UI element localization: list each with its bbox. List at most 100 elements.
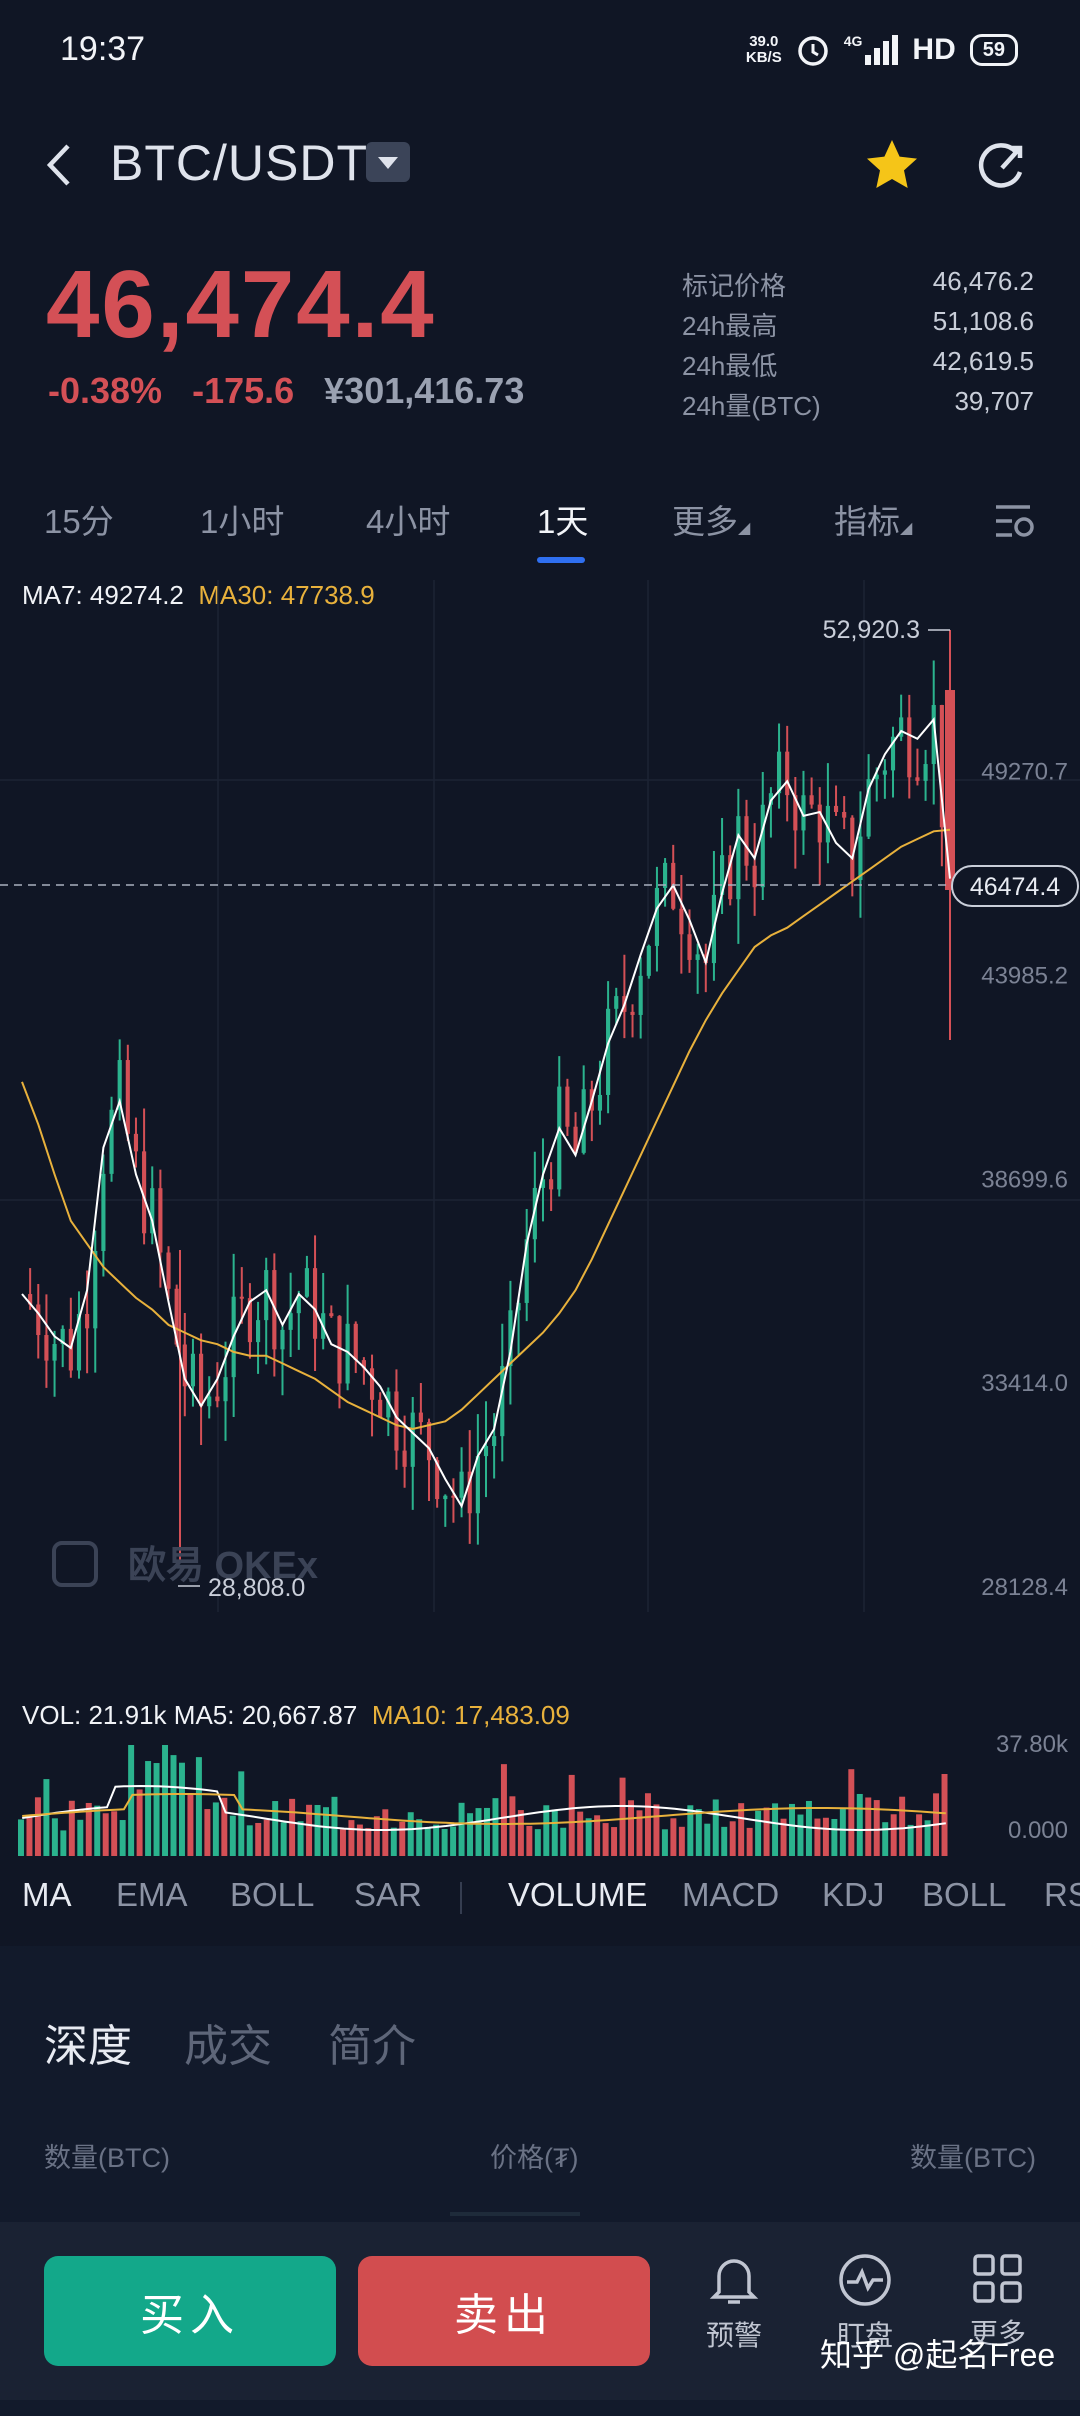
pair-title[interactable]: BTC/USDT: [110, 135, 368, 191]
volume-chart[interactable]: 37.80k 0.000: [0, 1730, 1080, 1862]
status-bar: 19:37 39.0 KB/S 4G HD 59: [0, 0, 1080, 110]
volume-bar: [636, 1810, 643, 1856]
more-button[interactable]: 更多: [948, 2252, 1048, 2352]
indicator-boll-sub[interactable]: BOLL: [922, 1876, 1007, 1913]
volume-bar: [492, 1798, 499, 1856]
volume-bar: [500, 1764, 507, 1856]
volume-bar: [339, 1829, 346, 1856]
tab-depth[interactable]: 深度: [44, 2022, 132, 2071]
pair-dropdown-button[interactable]: [366, 142, 410, 182]
candle-body: [142, 1151, 147, 1234]
volume-bar: [568, 1774, 575, 1856]
candle-body: [540, 1179, 546, 1188]
tab-trades[interactable]: 成交: [184, 2022, 272, 2071]
volume-bar: [611, 1827, 618, 1856]
volume-bar: [653, 1804, 660, 1856]
candle-body: [492, 1436, 497, 1447]
stat-row: 24h最低 42,619.5: [682, 346, 1034, 381]
price-axis: 49270.7 43985.2 38699.6 33414.0 28128.4: [981, 759, 1068, 1601]
volume-bar: [119, 1820, 126, 1856]
chart-settings-icon[interactable]: [994, 501, 1038, 541]
volume-bar: [195, 1757, 202, 1856]
candle-body: [361, 1360, 366, 1369]
volume-bar: [399, 1821, 406, 1856]
volume-bar: [424, 1828, 431, 1856]
candle-body: [549, 1179, 554, 1190]
candle-body: [207, 1396, 212, 1407]
candle-body: [36, 1304, 41, 1336]
candle-body: [500, 1366, 505, 1437]
candles: [28, 630, 955, 1560]
volume-bar: [560, 1827, 567, 1856]
sell-button[interactable]: 卖出: [358, 2256, 650, 2366]
indicator-ma[interactable]: MA: [22, 1876, 72, 1913]
tab-intro[interactable]: 简介: [328, 2022, 416, 2071]
buy-button[interactable]: 买入: [44, 2256, 336, 2366]
candle-body: [402, 1450, 407, 1467]
col-qty-right: 数量(BTC): [910, 2143, 1036, 2173]
candle-body: [945, 690, 955, 890]
volume-bar: [475, 1808, 482, 1856]
indicator-macd[interactable]: MACD: [682, 1876, 780, 1913]
volume-bar: [272, 1801, 279, 1856]
cny-price: ¥301,416.73: [324, 370, 525, 411]
volume-bar: [551, 1809, 558, 1856]
indicator-rsi[interactable]: RS: [1044, 1876, 1080, 1913]
tab-1d[interactable]: 1天: [537, 503, 589, 540]
candle-body: [166, 1252, 171, 1289]
share-icon[interactable]: [972, 136, 1032, 196]
volume-bar: [789, 1803, 795, 1856]
candle-body: [101, 1173, 106, 1252]
volume-bar: [450, 1826, 457, 1856]
volume-bar: [543, 1805, 550, 1856]
vol-ma10-line: [22, 1793, 946, 1825]
candle-body: [280, 1329, 285, 1350]
candle-body: [785, 751, 790, 796]
volume-bar: [34, 1797, 41, 1856]
price-axis-label: 49270.7: [981, 759, 1068, 786]
volume-bar: [43, 1779, 50, 1856]
tab-indicators[interactable]: 指标◢: [834, 503, 913, 540]
candle-body: [687, 934, 692, 960]
battery-icon: 59: [969, 34, 1018, 66]
indicator-volume[interactable]: VOLUME: [508, 1876, 648, 1913]
price-axis-label: 38699.6: [981, 1166, 1068, 1193]
change-row: -0.38% -175.6 ¥301,416.73: [48, 370, 524, 412]
volume-bar: [178, 1762, 185, 1856]
tab-4h[interactable]: 4小时: [366, 503, 451, 540]
low-marker-text: 28,808.0: [208, 1574, 305, 1602]
network-speed: 39.0 KB/S: [745, 33, 782, 66]
indicator-kdj[interactable]: KDJ: [822, 1876, 885, 1913]
indicator-boll[interactable]: BOLL: [230, 1876, 315, 1913]
tab-15m[interactable]: 15分: [44, 503, 114, 540]
back-arrow-icon[interactable]: [40, 142, 80, 188]
volume-bar: [712, 1799, 719, 1856]
vol-ma10-value: MA10: 17,483.09: [371, 1700, 570, 1730]
market-watch-button[interactable]: 盯盘: [815, 2252, 915, 2354]
ma30-line: [21, 828, 951, 1431]
tab-1h[interactable]: 1小时: [200, 503, 285, 540]
volume-bar: [924, 1820, 931, 1856]
candle-body: [418, 1412, 423, 1423]
star-icon[interactable]: [862, 136, 922, 192]
vol-axis-top: 37.80k: [996, 1731, 1069, 1758]
header: BTC/USDT: [0, 120, 1080, 210]
volume-bar: [407, 1812, 414, 1856]
indicator-ema[interactable]: EMA: [116, 1876, 188, 1913]
candle-body: [850, 817, 855, 881]
indicator-sar[interactable]: SAR: [354, 1876, 422, 1913]
candle-body: [915, 777, 920, 781]
candle-body: [44, 1335, 49, 1361]
last-price: 46,474.4: [46, 251, 436, 358]
candle-body: [345, 1323, 350, 1384]
price-chart[interactable]: 49270.7 43985.2 38699.6 33414.0 28128.4 4647…: [0, 565, 1080, 1615]
candle-body: [606, 1008, 611, 1095]
candle-body: [443, 1495, 448, 1500]
tab-more[interactable]: 更多◢: [672, 503, 751, 540]
volume-bar: [619, 1777, 626, 1856]
volume-bar: [721, 1826, 728, 1856]
volume-bar: [831, 1818, 838, 1856]
candle-body: [581, 1089, 586, 1153]
volume-bar: [882, 1822, 889, 1856]
alert-button[interactable]: 预警: [684, 2252, 784, 2354]
